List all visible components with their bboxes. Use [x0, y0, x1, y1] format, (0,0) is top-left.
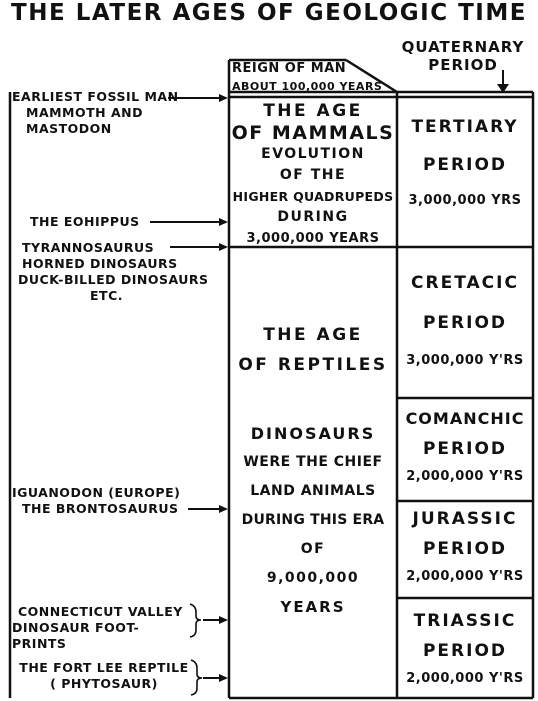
quaternary-label: QUATERNARY — [401, 38, 525, 56]
fossil-label: MAMMOTH AND MASTODON — [26, 105, 143, 136]
period-label: PERIOD — [422, 641, 508, 661]
fossil-label: EARLIEST FOSSIL MAN — [12, 89, 179, 104]
period-jurassic: JURASSIC PERIOD 2,000,000 Y'RS — [398, 508, 532, 586]
fossil-label: ETC. — [90, 288, 123, 303]
mammals-body-line: HIGHER QUADRUPEDS — [232, 189, 394, 204]
chart-title: THE LATER AGES OF GEOLOGIC TIME — [11, 0, 527, 26]
age-of-reptiles-title: THE AGE OF REPTILES — [230, 320, 396, 380]
period-name: COMANCHIC — [405, 409, 525, 428]
reptiles-body-line: LAND ANIMALS — [250, 483, 376, 499]
period-name: CRETACIC — [411, 273, 519, 293]
mammals-body-line: DURING — [277, 209, 349, 225]
quaternary-period-label: PERIOD — [428, 56, 498, 74]
fossil-label: TYRANNOSAURUS — [22, 240, 155, 255]
reptiles-body-line: DURING THIS ERA — [241, 512, 385, 528]
reptiles-body-line: WERE THE CHIEF — [243, 454, 383, 470]
reptiles-title-line: OF REPTILES — [238, 355, 388, 375]
reign-of-man-label: REIGN OF MAN — [232, 61, 347, 76]
period-years: 3,000,000 YRS — [408, 193, 522, 208]
mammals-body-line: OF THE — [279, 167, 347, 183]
fossil-label: DINOSAUR FOOT-PRINTS — [12, 620, 140, 651]
period-name: JURASSIC — [412, 509, 518, 529]
mammals-body-line: 3,000,000 YEARS — [246, 231, 380, 246]
fossil-label: ( PHYTOSAUR) — [50, 676, 158, 691]
fossil-label: IGUANODON (EUROPE) — [12, 485, 181, 500]
fossil-connecticut: CONNECTICUT VALLEY DINOSAUR FOOT-PRINTS — [12, 604, 192, 652]
fossil-label: THE BRONTOSAURUS — [22, 501, 179, 516]
period-triassic: TRIASSIC PERIOD 2,000,000 Y'RS — [398, 610, 532, 688]
fossil-dinosaurs: TYRANNOSAURUS HORNED DINOSAURS DUCK-BILL… — [12, 240, 212, 304]
reptiles-title-line: THE AGE — [263, 325, 363, 345]
period-comanchic: COMANCHIC PERIOD 2,000,000 Y'RS — [398, 408, 532, 486]
period-name: TRIASSIC — [413, 611, 517, 631]
period-tertiary: TERTIARY PERIOD 3,000,000 YRS — [398, 116, 532, 210]
mammals-title-line: OF MAMMALS — [231, 122, 395, 144]
fossil-label: DUCK-BILLED DINOSAURS — [18, 272, 209, 287]
age-of-mammals-block: THE AGE OF MAMMALS EVOLUTION OF THE HIGH… — [230, 100, 396, 249]
period-years: 2,000,000 Y'RS — [406, 469, 524, 484]
period-label: PERIOD — [422, 313, 508, 333]
fossil-label: THE FORT LEE REPTILE — [19, 660, 189, 675]
period-label: PERIOD — [422, 439, 508, 459]
reptiles-body-line: 9,000,000 — [266, 570, 360, 586]
period-years: 2,000,000 Y'RS — [406, 569, 524, 584]
fossil-iguanodon: IGUANODON (EUROPE) THE BRONTOSAURUS — [12, 485, 192, 517]
fossil-label: CONNECTICUT VALLEY — [18, 604, 183, 619]
quaternary-header: QUATERNARY PERIOD — [398, 38, 528, 74]
reptiles-body: DINOSAURS WERE THE CHIEF LAND ANIMALS DU… — [230, 420, 396, 622]
period-cretacic: CRETACIC PERIOD 3,000,000 Y'RS — [398, 272, 532, 370]
reptiles-body-line: OF — [300, 541, 326, 557]
reign-of-man-years: ABOUT 100,000 YEARS — [232, 80, 383, 93]
reptiles-body-line: YEARS — [280, 598, 346, 616]
reign-of-man-header: REIGN OF MAN ABOUT 100,000 YEARS — [232, 60, 392, 96]
mammals-body-line: EVOLUTION — [261, 146, 365, 162]
fossil-fort-lee: THE FORT LEE REPTILE ( PHYTOSAUR) — [12, 660, 196, 692]
period-years: 2,000,000 Y'RS — [406, 671, 524, 686]
reptiles-body-line: DINOSAURS — [250, 424, 376, 443]
fossil-earliest-man: EARLIEST FOSSIL MAN MAMMOTH AND MASTODON — [12, 89, 220, 137]
mammals-title-line: THE AGE — [263, 101, 363, 121]
period-label: PERIOD — [422, 539, 508, 559]
period-label: PERIOD — [422, 155, 508, 175]
period-years: 3,000,000 Y'RS — [406, 353, 524, 368]
fossil-label: HORNED DINOSAURS — [22, 256, 178, 271]
fossil-eohippus: THE EOHIPPUS — [30, 214, 140, 229]
period-name: TERTIARY — [411, 117, 519, 137]
